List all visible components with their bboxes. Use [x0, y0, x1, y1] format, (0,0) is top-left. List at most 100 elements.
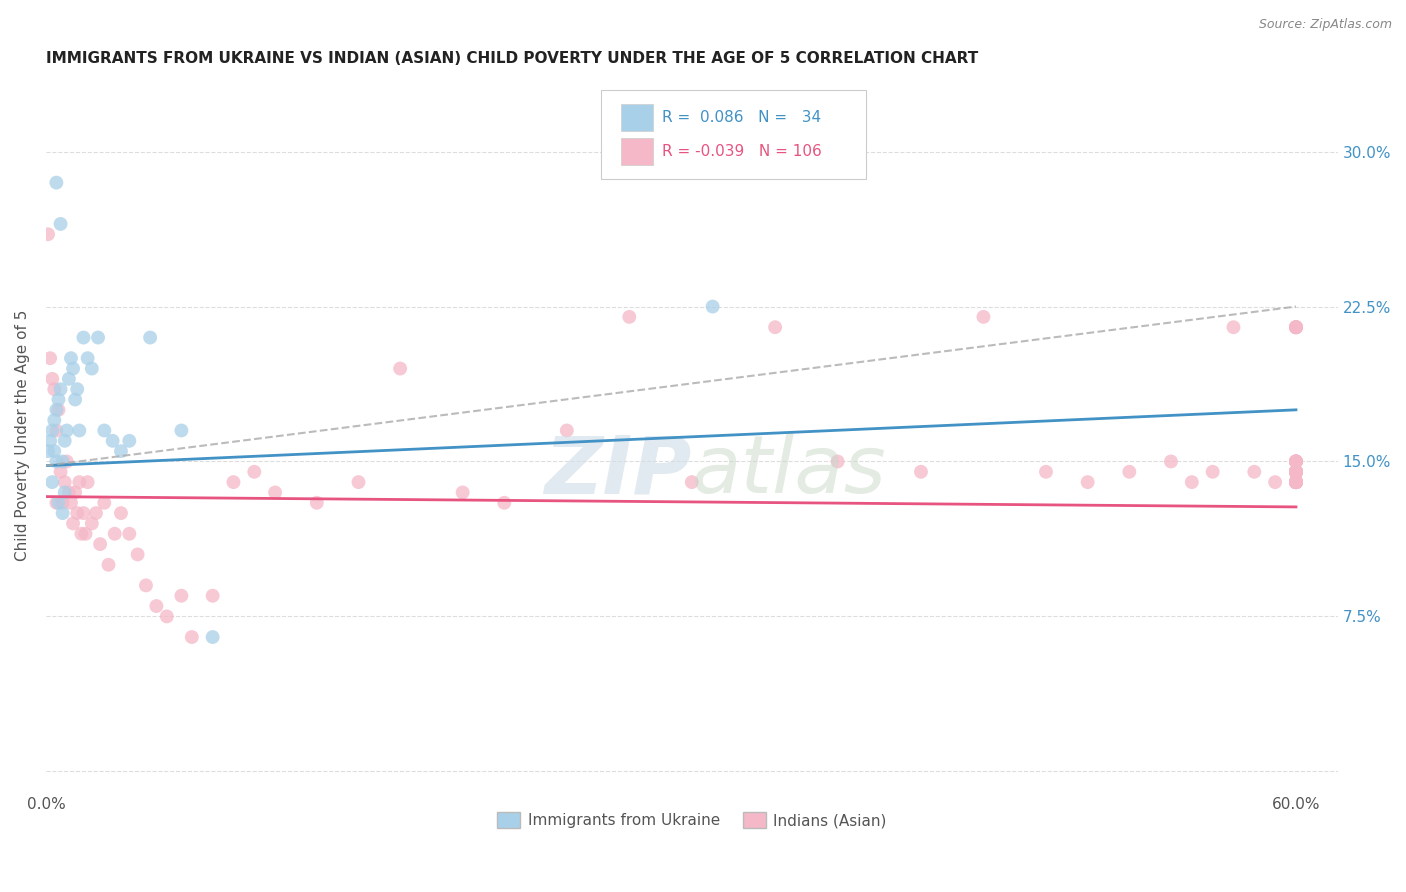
- Point: [49, 382, 72, 396]
- Point: [53, 434, 76, 448]
- Point: [1243, 465, 1265, 479]
- Point: [53, 475, 76, 490]
- Point: [201, 630, 224, 644]
- Point: [139, 330, 162, 344]
- Point: [1285, 465, 1308, 479]
- Point: [80, 361, 103, 376]
- Point: [118, 434, 141, 448]
- Point: [45, 454, 67, 468]
- Point: [93, 424, 115, 438]
- Point: [56, 454, 79, 468]
- Point: [1285, 454, 1308, 468]
- Point: [41, 475, 63, 490]
- Point: [45, 176, 67, 190]
- Point: [1285, 475, 1308, 490]
- Point: [201, 589, 224, 603]
- Point: [45, 496, 67, 510]
- Point: [145, 599, 167, 613]
- FancyBboxPatch shape: [621, 137, 652, 165]
- Point: [45, 402, 67, 417]
- Point: [48, 496, 70, 510]
- Point: [1285, 475, 1308, 490]
- Point: [243, 465, 266, 479]
- Point: [1285, 454, 1308, 468]
- Point: [52, 506, 75, 520]
- Point: [170, 589, 193, 603]
- Point: [180, 630, 202, 644]
- Point: [1285, 320, 1308, 334]
- Point: [1285, 475, 1308, 490]
- Legend: Immigrants from Ukraine, Indians (Asian): Immigrants from Ukraine, Indians (Asian): [491, 806, 893, 834]
- Point: [555, 424, 578, 438]
- Point: [1285, 465, 1308, 479]
- Point: [135, 578, 157, 592]
- Point: [1285, 465, 1308, 479]
- Point: [59, 496, 82, 510]
- Point: [1285, 454, 1308, 468]
- Point: [1222, 320, 1244, 334]
- Point: [1285, 475, 1308, 490]
- Point: [170, 424, 193, 438]
- Point: [58, 485, 80, 500]
- Point: [1285, 320, 1308, 334]
- Point: [110, 506, 132, 520]
- Point: [1285, 465, 1308, 479]
- Text: IMMIGRANTS FROM UKRAINE VS INDIAN (ASIAN) CHILD POVERTY UNDER THE AGE OF 5 CORRE: IMMIGRANTS FROM UKRAINE VS INDIAN (ASIAN…: [46, 51, 979, 66]
- Point: [222, 475, 245, 490]
- Point: [827, 454, 849, 468]
- Point: [1285, 320, 1308, 334]
- Point: [48, 402, 70, 417]
- Point: [80, 516, 103, 531]
- Point: [1285, 454, 1308, 468]
- Point: [1077, 475, 1099, 490]
- Point: [37, 227, 59, 242]
- Point: [44, 382, 66, 396]
- Point: [389, 361, 412, 376]
- Point: [1285, 475, 1308, 490]
- Y-axis label: Child Poverty Under the Age of 5: Child Poverty Under the Age of 5: [15, 310, 30, 561]
- Point: [1285, 475, 1308, 490]
- Point: [347, 475, 370, 490]
- Point: [101, 434, 124, 448]
- Point: [1285, 465, 1308, 479]
- Point: [93, 496, 115, 510]
- Point: [1285, 475, 1308, 490]
- Point: [44, 444, 66, 458]
- Point: [1181, 475, 1204, 490]
- Point: [72, 506, 94, 520]
- Point: [110, 444, 132, 458]
- Point: [1201, 465, 1223, 479]
- Point: [53, 485, 76, 500]
- Point: [39, 434, 62, 448]
- Point: [1285, 465, 1308, 479]
- Point: [1285, 465, 1308, 479]
- Point: [76, 475, 98, 490]
- Text: atlas: atlas: [692, 433, 887, 510]
- Point: [1035, 465, 1057, 479]
- Point: [62, 516, 84, 531]
- Point: [41, 372, 63, 386]
- Point: [494, 496, 516, 510]
- Point: [1264, 475, 1286, 490]
- Point: [1285, 454, 1308, 468]
- Point: [1285, 465, 1308, 479]
- Point: [76, 351, 98, 366]
- Text: R =  0.086   N =   34: R = 0.086 N = 34: [662, 110, 821, 125]
- Point: [1285, 320, 1308, 334]
- Point: [1285, 465, 1308, 479]
- Point: [1285, 465, 1308, 479]
- Point: [67, 424, 90, 438]
- Point: [156, 609, 179, 624]
- Point: [62, 361, 84, 376]
- FancyBboxPatch shape: [621, 103, 652, 130]
- Point: [1285, 465, 1308, 479]
- Point: [910, 465, 932, 479]
- Point: [44, 413, 66, 427]
- Point: [66, 506, 89, 520]
- Text: R = -0.039   N = 106: R = -0.039 N = 106: [662, 144, 823, 159]
- Point: [619, 310, 641, 324]
- Point: [84, 506, 107, 520]
- Point: [97, 558, 120, 572]
- Point: [1285, 465, 1308, 479]
- Point: [451, 485, 474, 500]
